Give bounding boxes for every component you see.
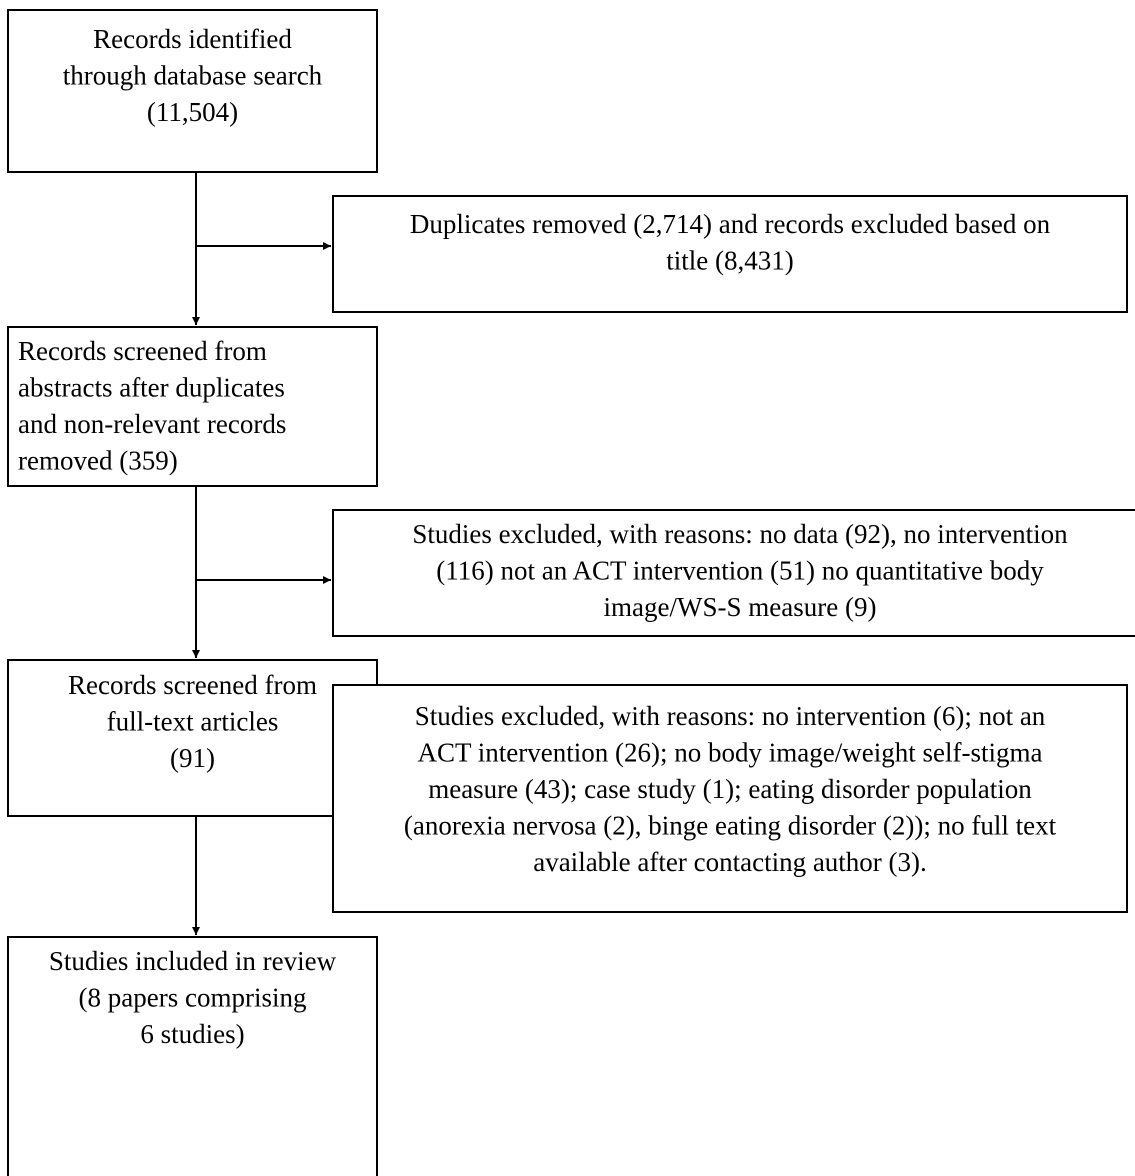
box-text: and non-relevant records	[18, 409, 286, 439]
box-text: 6 studies)	[140, 1019, 244, 1049]
box-text: removed (359)	[18, 446, 178, 476]
box	[332, 684, 1128, 913]
box-text: Records identified	[93, 24, 292, 54]
box	[7, 326, 378, 487]
box-text: image/WS-S measure (9)	[604, 592, 877, 622]
box-text: Studies included in review	[49, 946, 337, 976]
box	[7, 9, 378, 173]
box-text: (91)	[170, 743, 215, 773]
connectors	[192, 172, 331, 935]
box-text: (8 papers comprising	[79, 983, 307, 1013]
box-text: Studies excluded, with reasons: no data …	[412, 519, 1068, 549]
box-text: measure (43); case study (1); eating dis…	[428, 774, 1032, 804]
box-text: Duplicates removed (2,714) and records e…	[410, 209, 1051, 239]
box-text: ACT intervention (26); no body image/wei…	[418, 738, 1043, 768]
box-text: abstracts after duplicates	[18, 373, 285, 403]
box-text: through database search	[63, 61, 323, 91]
box-text: Records screened from	[18, 336, 267, 366]
box-text: (116) not an ACT intervention (51) no qu…	[436, 556, 1044, 586]
box	[332, 509, 1135, 637]
box	[7, 659, 378, 817]
box-text: title (8,431)	[666, 246, 793, 276]
box	[332, 195, 1128, 313]
box-text: available after contacting author (3).	[533, 847, 927, 877]
box-text: full-text articles	[107, 707, 279, 737]
box	[7, 936, 378, 1176]
box-text: (11,504)	[147, 97, 238, 127]
box-text: Studies excluded, with reasons: no inter…	[415, 701, 1046, 731]
box-text: (anorexia nervosa (2), binge eating diso…	[404, 811, 1057, 841]
box-text: Records screened from	[68, 670, 317, 700]
